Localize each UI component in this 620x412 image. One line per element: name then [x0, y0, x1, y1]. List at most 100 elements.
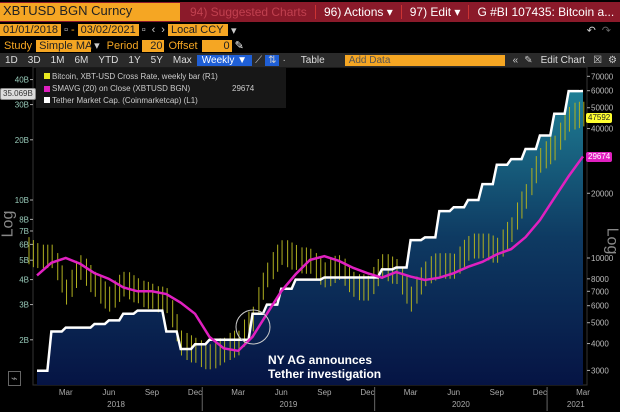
left-tick-label: 30B [15, 101, 29, 110]
edit-menu[interactable]: 97) Edit ▾ [400, 5, 469, 19]
toolbar: 1D 3D 1M 6M YTD 1Y 5Y Max Weekly ▼ ⟋ ⇅ ·… [0, 53, 620, 67]
collapse-icon[interactable]: « [512, 54, 519, 66]
offset-input[interactable]: 0 [201, 39, 232, 52]
chevron-down-icon[interactable]: ▾ [94, 40, 100, 52]
date-row: 01/01/2018 ▫ - 03/02/2021 ▫ ‹ › Local CCY … [0, 22, 620, 38]
legend-label: Tether Market Cap. (Coinmarketcap) (L1) [52, 96, 198, 105]
add-data-input[interactable]: Add Data [344, 54, 505, 66]
legend-item-tether[interactable]: Tether Market Cap. (Coinmarketcap) (L1) [44, 95, 278, 107]
study-label: Study [4, 39, 33, 52]
right-tick-label: 20000 [591, 189, 614, 198]
undo-icon[interactable]: ↶ [586, 24, 596, 37]
left-tick-label: 6B [19, 240, 29, 249]
left-tick-label: 7B [19, 227, 29, 236]
left-tick-label: 20B [15, 136, 29, 145]
legend-item-bitcoin[interactable]: Bitcoin, XBT-USD Cross Rate, weekly bar … [44, 71, 278, 83]
left-tick-label: 40B [15, 76, 29, 85]
calendar-icon[interactable]: ▫ [64, 24, 68, 36]
currency-select[interactable]: Local CCY [167, 24, 228, 36]
range-3d[interactable]: 3D [27, 54, 41, 66]
left-tick-label: 2B [19, 336, 29, 345]
x-tick-label: Jun [275, 388, 288, 397]
zoom-icon[interactable]: ☒ [593, 54, 603, 66]
right-tick-label: 8000 [591, 275, 609, 284]
suggested-charts-button[interactable]: 94) Suggested Charts [190, 5, 307, 19]
annotation-line: Tether investigation [268, 367, 382, 381]
chart-title: G #BI 107435: Bitcoin a... [468, 5, 620, 19]
table-button[interactable]: Table [300, 54, 325, 66]
tether-value-tag: 35.069B [0, 88, 36, 100]
right-tick-label: 3000 [591, 366, 609, 375]
tether-area [37, 91, 583, 385]
left-tick-label: 3B [19, 301, 29, 310]
chart-legend: Bitcoin, XBT-USD Cross Rate, weekly bar … [36, 68, 286, 108]
range-1y[interactable]: 1Y [128, 54, 141, 66]
pencil-icon[interactable]: ✎ [234, 40, 244, 52]
legend-label: SMAVG (20) on Close (XBTUSD BGN) [52, 84, 191, 93]
left-tick-label: 4B [19, 276, 29, 285]
year-label: 2019 [280, 400, 298, 409]
right-tick-label: 40000 [591, 125, 614, 134]
left-tick-label: 8B [19, 215, 29, 224]
redo-icon[interactable]: ↷ [601, 24, 611, 37]
year-label: 2020 [452, 400, 470, 409]
gear-icon[interactable]: ⚙ [608, 54, 617, 66]
calendar-icon[interactable]: ▫ [141, 24, 146, 36]
year-label: 2018 [107, 400, 125, 409]
x-tick-label: Mar [59, 388, 73, 397]
chart-type-icon[interactable]: ⌁ [8, 371, 21, 386]
annotation-circle [235, 309, 271, 345]
right-axis-scale-label: Log [603, 227, 620, 255]
left-tick-label: 10B [15, 196, 29, 205]
edit-chart-button[interactable]: Edit Chart [540, 54, 586, 66]
legend-item-smavg[interactable]: SMAVG (20) on Close (XBTUSD BGN) 29674 [44, 83, 278, 95]
right-tick-label: 70000 [591, 72, 614, 81]
legend-value: 29674 [232, 84, 255, 93]
frequency-select[interactable]: Weekly ▼ [196, 54, 253, 66]
sma-value-tag: 29674 [586, 152, 613, 162]
x-tick-label: Sep [490, 388, 505, 397]
range-5y[interactable]: 5Y [150, 54, 163, 66]
x-tick-label: Dec [188, 388, 202, 397]
x-tick-label: Dec [533, 388, 547, 397]
x-tick-label: Mar [576, 388, 590, 397]
actions-menu[interactable]: 96) Actions ▾ [315, 5, 401, 19]
right-tick-label: 4000 [591, 340, 609, 349]
study-select[interactable]: Simple MA [36, 39, 92, 52]
x-tick-label: Mar [404, 388, 418, 397]
range-1d[interactable]: 1D [5, 54, 18, 66]
bar-chart-icon[interactable]: ⇅ [265, 54, 280, 66]
left-axis-scale-label: Log [0, 210, 17, 238]
annotation-text: NY AG announces Tether investigation [268, 353, 381, 381]
range-6m[interactable]: 6M [74, 54, 89, 66]
bitcoin-price-tag: 47592 [586, 113, 613, 123]
x-tick-label: Sep [145, 388, 160, 397]
range-1m[interactable]: 1M [50, 54, 65, 66]
x-tick-label: Mar [231, 388, 245, 397]
next-icon[interactable]: › [161, 24, 165, 36]
annotation-line: NY AG announces [268, 353, 373, 367]
line-chart-icon[interactable]: ⟋ [255, 54, 263, 66]
right-tick-label: 10000 [591, 254, 614, 263]
x-tick-label: Sep [317, 388, 332, 397]
right-tick-label: 7000 [591, 287, 609, 296]
x-tick-label: Dec [360, 388, 374, 397]
year-label: 2021 [567, 400, 585, 409]
ticker-input[interactable]: XBTUSD BGN Curncy [0, 3, 180, 21]
chevron-down-icon[interactable]: ▾ [230, 24, 237, 37]
tether-line [37, 89, 584, 373]
right-tick-label: 6000 [591, 302, 609, 311]
right-tick-label: 5000 [591, 319, 609, 328]
offset-label: Offset [168, 39, 198, 52]
period-input[interactable]: 20 [142, 39, 165, 52]
period-label: Period [106, 39, 139, 52]
end-date-input[interactable]: 03/02/2021 [77, 24, 139, 36]
right-tick-label: 50000 [591, 104, 614, 113]
range-ytd[interactable]: YTD [98, 54, 119, 66]
start-date-input[interactable]: 01/01/2018 [0, 24, 62, 36]
header-bar: XBTUSD BGN Curncy 94) Suggested Charts 9… [0, 2, 620, 22]
left-tick-label: 5B [19, 256, 29, 265]
prev-icon[interactable]: ‹ [151, 24, 156, 36]
chevron-down-icon[interactable]: · [282, 54, 286, 66]
range-max[interactable]: Max [172, 54, 192, 66]
